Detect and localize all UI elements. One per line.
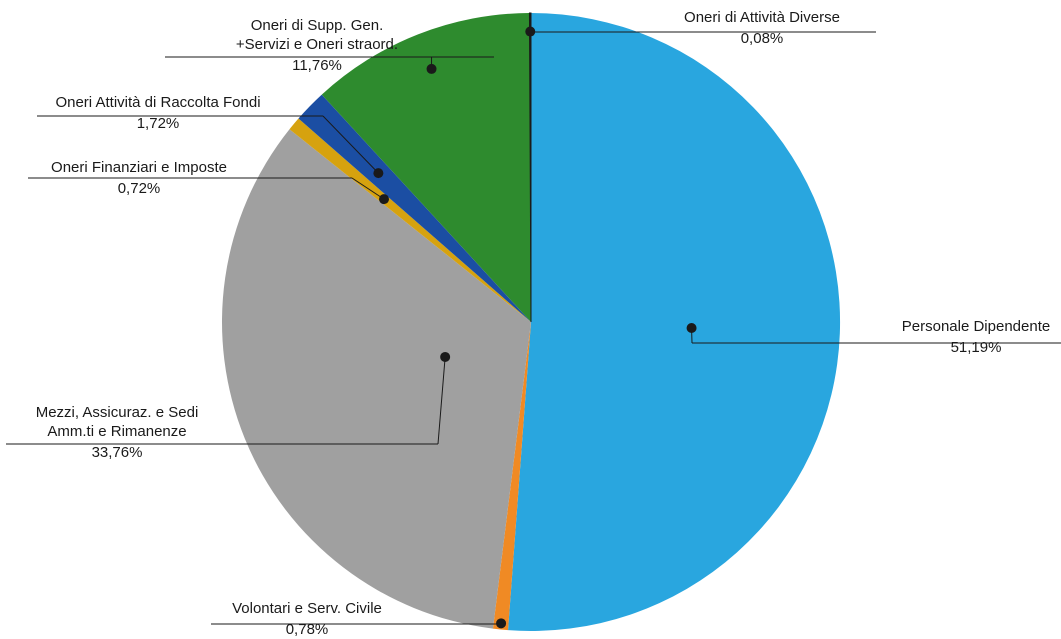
slice-label-line: +Servizi e Oneri straord. bbox=[236, 36, 398, 53]
slice-value-label: 0,08% bbox=[741, 30, 784, 47]
slice-label-5: Oneri Attività di Raccolta Fondi 1,72% bbox=[55, 94, 260, 132]
callout-dot-6 bbox=[426, 63, 437, 74]
slice-value-label: 0,72% bbox=[118, 180, 161, 197]
pie-slice-6 bbox=[321, 13, 531, 322]
slice-value-label: 11,76% bbox=[292, 57, 342, 74]
callout-connector-4 bbox=[351, 177, 385, 200]
callout-dot-2 bbox=[496, 618, 507, 629]
slice-label-line: Oneri di Supp. Gen. bbox=[251, 17, 384, 34]
pie-slice-2 bbox=[492, 322, 531, 631]
pie-slice-5 bbox=[298, 94, 531, 323]
slice-label-3: Mezzi, Assicuraz. e Sedi Amm.ti e Rimanen… bbox=[36, 404, 199, 461]
callout-dot-5 bbox=[373, 168, 384, 179]
slice-label-line: Oneri Attività di Raccolta Fondi bbox=[55, 94, 260, 111]
slice-label-line: Oneri di Attività Diverse bbox=[684, 9, 840, 26]
slice-label-6: Oneri di Supp. Gen. +Servizi e Oneri stra… bbox=[236, 17, 398, 74]
pie-slice-1 bbox=[508, 12, 841, 631]
pie-slice-3 bbox=[221, 129, 531, 629]
slice-label-line: Volontari e Serv. Civile bbox=[232, 600, 382, 617]
slice-label-line: Amm.ti e Rimanenze bbox=[47, 423, 186, 440]
slice-label-line: Mezzi, Assicuraz. e Sedi bbox=[36, 404, 199, 421]
callout-dot-7 bbox=[525, 26, 536, 37]
slice-label-7: Oneri di Attività Diverse 0,08% bbox=[684, 9, 840, 47]
slice-label-1: Personale Dipendente 51,19% bbox=[902, 318, 1050, 356]
slice-label-2: Volontari e Serv. Civile 0,78% bbox=[232, 600, 382, 638]
slice-label-4: Oneri Finanziari e Imposte 0,72% bbox=[51, 159, 227, 197]
callout-dot-4 bbox=[379, 194, 390, 205]
slice-value-label: 1,72% bbox=[137, 115, 180, 132]
slice-value-label: 0,78% bbox=[286, 621, 329, 638]
callout-connector-3 bbox=[437, 356, 446, 445]
pie-slice-7 bbox=[528, 12, 532, 323]
pie-slice-4 bbox=[289, 118, 531, 322]
slice-label-line: Personale Dipendente bbox=[902, 318, 1050, 335]
callout-dot-3 bbox=[440, 351, 451, 362]
callout-dot-1 bbox=[686, 322, 697, 333]
slice-label-line: Oneri Finanziari e Imposte bbox=[51, 159, 227, 176]
slice-value-label: 33,76% bbox=[92, 444, 143, 461]
pie-slices bbox=[221, 12, 841, 631]
pie-callouts: Personale Dipendente 51,19% Volontari e Se… bbox=[6, 9, 1061, 638]
slice-value-label: 51,19% bbox=[951, 339, 1002, 356]
callout-connector-5 bbox=[322, 115, 379, 174]
